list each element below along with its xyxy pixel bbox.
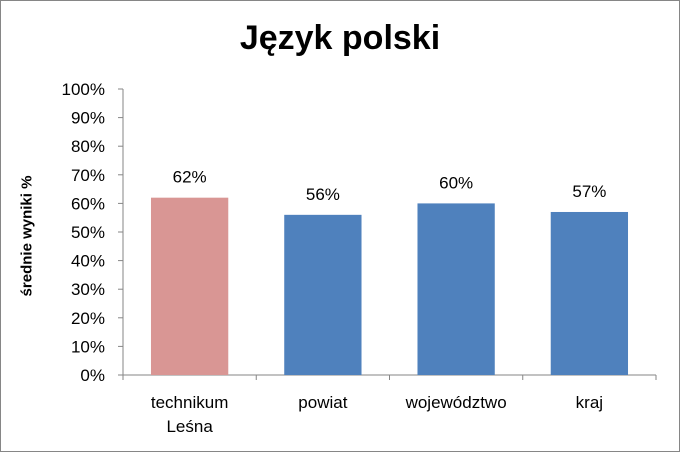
category-label: technikum [151, 393, 228, 412]
bar [284, 214, 362, 375]
y-tick-label: 0% [80, 366, 105, 385]
bar [550, 211, 629, 375]
bar [417, 203, 495, 375]
y-tick-label: 90% [71, 109, 105, 128]
y-tick-label: 100% [62, 80, 105, 99]
category-label: województwo [405, 393, 507, 412]
category-label: kraj [576, 393, 603, 412]
category-label: powiat [298, 393, 347, 412]
chart-title: Język polski [239, 19, 441, 57]
y-tick-label: 70% [71, 166, 105, 185]
data-label: 56% [306, 185, 340, 204]
y-tick-label: 50% [71, 223, 105, 242]
y-tick-label: 20% [71, 309, 105, 328]
y-tick-label: 40% [71, 252, 105, 271]
bar [150, 197, 229, 375]
y-tick-label: 60% [71, 194, 105, 213]
data-label: 60% [439, 173, 473, 192]
data-label: 62% [173, 168, 207, 187]
category-label: Leśna [166, 417, 213, 436]
y-tick-label: 10% [71, 337, 105, 356]
data-label: 57% [572, 182, 606, 201]
y-tick-label: 80% [71, 137, 105, 156]
y-tick-label: 30% [71, 280, 105, 299]
